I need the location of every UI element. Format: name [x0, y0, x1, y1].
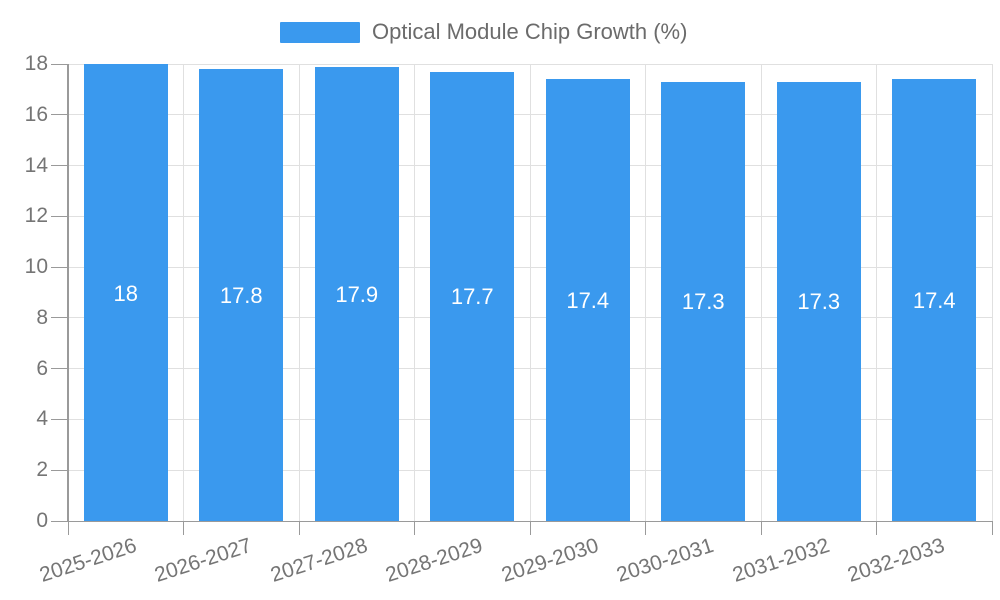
- y-axis-tick-label: 16: [24, 102, 48, 126]
- y-axis-tick: [51, 418, 68, 420]
- y-axis-tick: [51, 368, 68, 370]
- gridline-vertical: [760, 64, 762, 521]
- y-axis-tick: [51, 469, 68, 471]
- x-axis-category-label: 2031-2032: [729, 533, 833, 587]
- gridline-vertical: [529, 64, 531, 521]
- x-axis-category-label: 2030-2031: [614, 533, 717, 587]
- bar-value-label: 17.3: [681, 289, 725, 315]
- y-axis-tick: [51, 215, 68, 217]
- gridline-vertical: [991, 64, 993, 521]
- y-axis-tick: [51, 266, 68, 268]
- bar-value-label: 17.9: [335, 281, 379, 307]
- x-axis-tick: [183, 521, 184, 535]
- y-axis-tick: [51, 63, 68, 65]
- gridline-vertical: [645, 64, 646, 521]
- bar-value-label: 17.4: [566, 288, 610, 314]
- bar-2031-2032[interactable]: [776, 81, 861, 521]
- y-axis-tick: [51, 114, 68, 116]
- x-axis-tick: [991, 521, 993, 535]
- x-axis-tick: [67, 521, 69, 535]
- bar-2025-2026[interactable]: [83, 64, 168, 521]
- x-axis-category-label: 2032-2033: [845, 533, 948, 587]
- y-axis-tick-label: 4: [36, 407, 48, 431]
- y-axis-tick: [51, 317, 68, 319]
- gridline-vertical: [298, 64, 300, 521]
- x-axis-category-label: 2029-2030: [498, 533, 602, 587]
- y-axis-tick-label: 14: [24, 153, 48, 177]
- x-axis-tick: [760, 521, 762, 535]
- bar-value-label: 17.8: [219, 283, 263, 309]
- legend-swatch: [280, 21, 360, 43]
- y-axis-tick-label: 10: [24, 255, 48, 279]
- x-axis-category-label: 2027-2028: [267, 533, 371, 587]
- gridline-vertical: [876, 64, 877, 521]
- bar-value-label: 17.7: [450, 284, 494, 310]
- y-axis-tick-label: 2: [36, 458, 48, 482]
- x-axis-category-label: 2026-2027: [152, 533, 255, 587]
- bar-value-label: 17.3: [797, 289, 841, 315]
- bar-2032-2033[interactable]: [892, 79, 977, 521]
- x-axis-line: [67, 520, 993, 522]
- y-axis-tick-label: 18: [24, 52, 48, 75]
- y-axis-tick-label: 12: [24, 204, 48, 228]
- x-axis-category-label: 2028-2029: [383, 533, 486, 587]
- x-axis-tick: [529, 521, 531, 535]
- y-axis-tick: [51, 520, 68, 522]
- bar-2027-2028[interactable]: [314, 66, 399, 521]
- y-axis-tick: [51, 165, 68, 167]
- x-axis-tick: [298, 521, 300, 535]
- legend-label: Optical Module Chip Growth (%): [372, 19, 688, 44]
- bar-value-label: 18: [113, 280, 138, 306]
- y-axis-line: [67, 64, 69, 521]
- bar-2030-2031[interactable]: [661, 81, 746, 521]
- x-axis-tick: [414, 521, 415, 535]
- x-axis-tick: [645, 521, 646, 535]
- gridline-vertical: [414, 64, 415, 521]
- y-axis-tick-label: 0: [36, 509, 48, 532]
- gridline-vertical: [183, 64, 184, 521]
- bar-2029-2030[interactable]: [545, 79, 630, 521]
- bar-value-label: 17.4: [912, 288, 956, 314]
- y-axis-tick-label: 8: [36, 305, 48, 329]
- legend-item[interactable]: Optical Module Chip Growth (%): [280, 20, 687, 44]
- x-axis-category-label: 2025-2026: [36, 533, 140, 587]
- bar-2028-2029[interactable]: [430, 71, 515, 521]
- bar-2026-2027[interactable]: [199, 69, 284, 521]
- x-axis-tick: [876, 521, 877, 535]
- y-axis-tick-label: 6: [36, 356, 48, 380]
